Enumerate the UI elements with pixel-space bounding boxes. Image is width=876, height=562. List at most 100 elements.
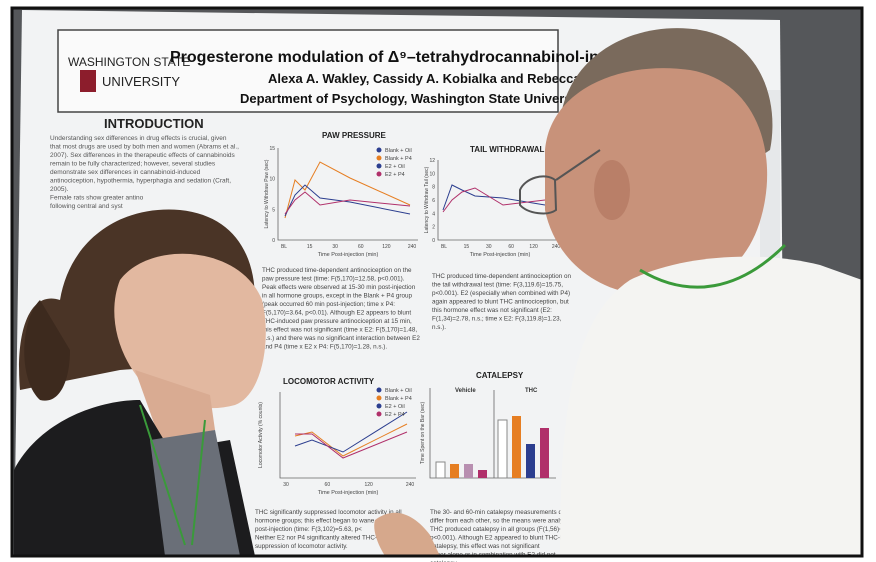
caption-line: this effect was not significant (time x … [262,327,417,334]
caption-line: THC produced time-dependent antinocicept… [262,267,412,274]
y-tick-label: 6 [432,198,435,204]
poster-title: Progesterone modulation of Δ⁹–tetrahydro… [170,49,609,66]
y-tick-label: 15 [269,146,275,152]
caption-line: paw pressure test (time: F(5,170)=12.58,… [262,276,405,283]
panel-title: CATALEPSY [476,371,524,380]
legend-label: Blank + P4 [385,396,412,402]
bar [464,464,473,478]
caption-line: catalepsy, this effect was not significa… [430,543,540,550]
legend-marker [377,412,382,417]
x-tick-label: 15 [464,244,470,250]
poster-department: Department of Psychology, Washington Sta… [240,91,580,106]
caption-line: Neither E2 nor P4 significantly altered … [255,535,377,542]
ear [594,160,630,220]
intro-line: following central and syst [50,203,123,210]
intro-line: antinociception, hypothermia, hyperphagi… [50,178,231,185]
y-axis-label: Time Spent on the Bar (sec) [420,401,426,464]
legend-marker [377,172,382,177]
x-tick-label: BL [441,244,447,250]
y-tick-label: 10 [429,171,435,177]
bar [436,462,445,478]
caption-line: n.s.). [432,324,446,331]
caption-line: THC produced time-dependent antinocicept… [432,273,571,280]
caption-line: p<0.001). Although E2 appeared to blunt … [430,535,569,542]
x-tick-label: 60 [325,482,331,488]
legend-label: E2 + Oil [385,404,405,410]
caption-line: and P4 (time x E2 x P4: F(5,170)=1.28, n… [262,344,387,351]
intro-line: that most drugs are used by both men and… [50,144,239,151]
bar [526,444,535,478]
caption-line: Peak effects were observed at 15-30 min … [262,284,416,291]
x-tick-label: 240 [406,482,415,488]
x-tick-label: 30 [486,244,492,250]
photo: WASHINGTON STATE UNIVERSITY Progesterone… [0,0,876,562]
x-axis-label: Time Post-injection (min) [318,252,379,258]
x-tick-label: 30 [283,482,289,488]
caption-line: post-injection (time: F(3,102)=5.63, p< [255,526,362,533]
intro-line: 2005). [50,186,69,193]
caption-line: suppression of locomotor activity. [255,543,348,550]
section-heading: INTRODUCTION [104,116,204,131]
y-tick-label: 5 [272,207,275,213]
caption-line: n.s.) and there was no significant inter… [262,335,420,342]
legend-label: E2 + P4 [385,172,405,178]
caption-line: THC produced catalepsy in all groups (F(… [430,526,576,533]
x-tick-label: 240 [408,244,417,250]
caption-line: hormone groups; this effect began to wan… [255,518,375,525]
legend-marker [377,148,382,153]
logo-text: UNIVERSITY [102,74,180,89]
y-tick-label: 8 [432,185,435,191]
legend-label: Blank + P4 [385,156,412,162]
group-label: Vehicle [455,388,476,394]
legend-marker [377,156,382,161]
caption-line: the tail withdrawal test (time: F(3,119.… [432,282,563,289]
legend-label: Blank + Oil [385,148,412,154]
poster-authors: Alexa A. Wakley, Cassidy A. Kobialka and… [268,71,581,86]
caption-line: again appeared to blunt THC antinocicept… [432,299,569,306]
panel-title: PAW PRESSURE [322,131,387,140]
y-tick-label: 0 [432,238,435,244]
y-tick-label: 10 [269,177,275,183]
x-tick-label: 120 [364,482,373,488]
x-tick-label: 15 [307,244,313,250]
x-tick-label: 60 [508,244,514,250]
panel-title: LOCOMOTOR ACTIVITY [283,377,375,386]
bar [478,470,487,478]
caption-line: this hormone effect was not significant … [432,307,552,314]
bar [512,416,521,478]
y-axis-label: Locomotor Activity (% counts) [258,402,264,468]
caption-line: The 30- and 60-min catalepsy measurement… [430,509,578,516]
bar [450,464,459,478]
caption-line: in all hormone groups, except in the Bla… [262,293,412,300]
caption-line: (peak occurred 60 min post-injection; ti… [262,301,395,308]
caption-line: THC-induced paw pressure antinociception… [262,318,412,325]
y-axis-label: Latency to Withdraw Paw (sec) [264,159,270,228]
legend-marker [377,396,382,401]
legend-label: E2 + Oil [385,164,405,170]
legend-marker [377,164,382,169]
y-tick-label: 12 [429,158,435,164]
intro-line: Female rats show greater antino [50,195,144,202]
intro-line: Understanding sex differences in drug ef… [50,135,227,142]
x-tick-label: BL [281,244,287,250]
caption-line: THC significantly suppressed locomotor a… [255,509,402,516]
caption-line: F(1,34)=2.78, n.s.; time x E2: F(3,119.8… [432,316,562,323]
x-tick-label: 60 [358,244,364,250]
y-tick-label: 0 [272,238,275,244]
legend-marker [377,388,382,393]
legend-label: E2 + P4 [385,412,405,418]
x-axis-label: Time Post-injection (min) [318,490,379,496]
caption-line: F(5,170)=3.64, p<0.01). Although E2 appe… [262,310,411,317]
x-tick-label: 120 [382,244,391,250]
intro-line: 2007). Sex differences in the therapeuti… [50,152,236,159]
bar [540,428,549,478]
intro-line: demonstrate sex differences in cannabino… [50,169,201,176]
x-tick-label: 120 [529,244,538,250]
x-tick-label: 30 [332,244,338,250]
caption-line: p<0.001). E2 (especially when combined w… [432,290,570,297]
caption-line: differ from each other, so the means wer… [430,518,575,525]
panel-title: TAIL WITHDRAWAL [470,145,544,154]
intro-line: remain to be fully characterized; howeve… [50,161,216,168]
legend-marker [377,404,382,409]
legend-label: Blank + Oil [385,388,412,394]
